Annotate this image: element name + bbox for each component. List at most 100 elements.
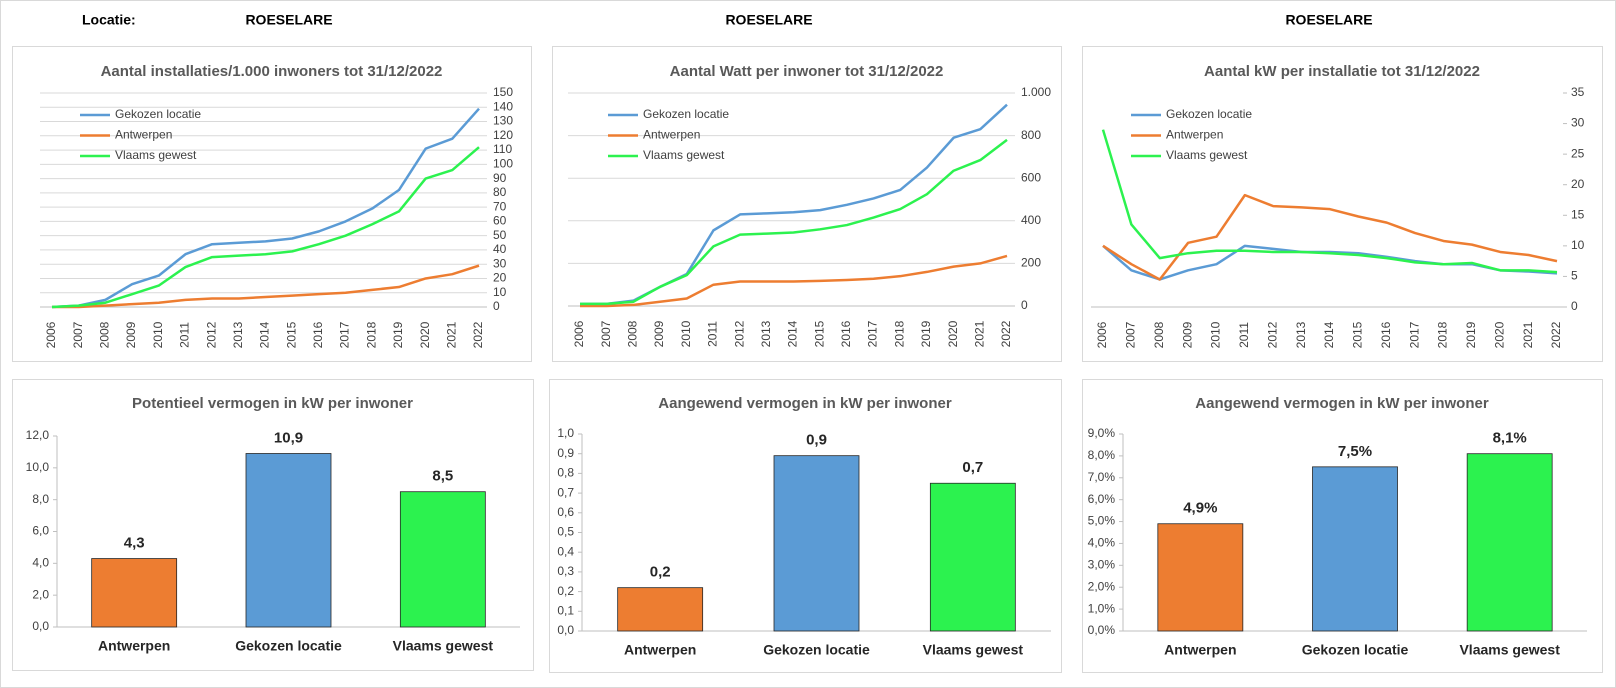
series-line [52, 264, 480, 309]
x-tick-label: 2007 [1124, 321, 1138, 348]
y-tick-label: 3,0% [1088, 558, 1116, 572]
y-tick-label: 15 [1571, 207, 1585, 221]
x-tick-label: 2022 [999, 320, 1013, 347]
x-tick-label: 2012 [204, 321, 218, 348]
legend-label: Gekozen locatie [643, 107, 729, 121]
y-tick-label: 30 [493, 256, 507, 270]
x-tick-label: 2008 [98, 321, 112, 348]
x-tick-label: 2022 [1549, 321, 1563, 348]
y-tick-label: 50 [493, 228, 507, 242]
y-tick-label: 0,6 [557, 505, 574, 519]
x-tick-label: Gekozen locatie [235, 638, 342, 654]
value-label: 10,9 [274, 429, 303, 446]
chart-title: Aangewend vermogen in kW per inwoner [1195, 395, 1489, 412]
x-tick-label: 2021 [972, 320, 986, 347]
x-tick-label: Gekozen locatie [763, 642, 870, 658]
x-tick-label: Antwerpen [98, 638, 170, 654]
x-tick-label: 2014 [258, 321, 272, 348]
x-tick-label: 2016 [1379, 321, 1393, 348]
value-label: 0,7 [962, 459, 983, 476]
y-tick-label: 10 [493, 285, 507, 299]
x-tick-label: Vlaams gewest [1459, 642, 1560, 658]
y-tick-label: 2,0 [32, 587, 49, 601]
y-tick-label: 80 [493, 185, 507, 199]
y-tick-label: 120 [493, 128, 513, 142]
value-label: 7,5% [1338, 443, 1372, 460]
legend-label: Vlaams gewest [115, 148, 197, 162]
y-tick-label: 1,0% [1088, 601, 1116, 615]
chart-title: Aantal Watt per inwoner tot 31/12/2022 [670, 63, 944, 80]
y-tick-label: 600 [1021, 170, 1041, 184]
x-tick-label: 2017 [1407, 321, 1421, 348]
bar [773, 455, 860, 632]
chart-title: Aantal installaties/1.000 inwoners tot 3… [101, 63, 443, 80]
x-tick-label: 2011 [1237, 322, 1251, 348]
bar [1466, 453, 1553, 632]
y-tick-label: 1,0 [557, 426, 574, 440]
x-tick-label: Gekozen locatie [1302, 642, 1409, 658]
x-tick-label: 2007 [599, 320, 613, 347]
x-tick-label: 2020 [1492, 321, 1506, 348]
x-tick-label: 2009 [124, 321, 138, 348]
x-tick-label: 2019 [391, 321, 405, 348]
y-tick-label: 0,1 [557, 603, 574, 617]
x-tick-label: 2011 [178, 322, 192, 348]
x-tick-label: 2006 [44, 321, 58, 348]
chart-title: Aantal kW per installatie tot 31/12/2022 [1204, 63, 1480, 80]
y-tick-label: 8,0 [32, 492, 49, 506]
value-label: 4,9% [1183, 500, 1217, 517]
y-tick-label: 100 [493, 157, 513, 171]
legend-label: Gekozen locatie [115, 107, 201, 121]
x-tick-label: 2016 [311, 321, 325, 348]
y-tick-label: 110 [493, 142, 512, 156]
chart-title: Potentieel vermogen in kW per inwoner [132, 395, 413, 412]
y-tick-label: 150 [493, 85, 513, 99]
x-tick-label: 2006 [1095, 321, 1109, 348]
y-tick-label: 60 [493, 214, 507, 228]
chart-panel [12, 46, 532, 362]
y-tick-label: 0,7 [557, 485, 574, 499]
x-tick-label: 2010 [1209, 321, 1223, 348]
location: ROESELARE [725, 12, 812, 28]
x-tick-label: 2014 [1322, 321, 1336, 348]
y-tick-label: 0,4 [557, 544, 574, 558]
y-tick-label: 0 [1571, 299, 1578, 313]
series-line [1101, 129, 1558, 274]
value-label: 0,9 [806, 432, 827, 449]
value-label: 4,3 [124, 535, 145, 552]
x-tick-label: 2017 [338, 321, 352, 348]
y-tick-label: 6,0% [1088, 492, 1116, 506]
location: ROESELARE [245, 12, 332, 28]
y-tick-label: 20 [493, 271, 507, 285]
y-tick-label: 5,0% [1088, 514, 1116, 528]
y-tick-label: 7,0% [1088, 470, 1116, 484]
x-tick-label: 2015 [812, 320, 826, 347]
legend-label: Gekozen locatie [1166, 107, 1252, 121]
x-tick-label: Vlaams gewest [393, 638, 494, 654]
series-line [51, 107, 480, 309]
x-tick-label: 2021 [1521, 321, 1535, 348]
x-tick-label: 2013 [759, 320, 773, 347]
y-tick-label: 0,8 [557, 466, 574, 480]
y-tick-label: 0,9 [557, 446, 574, 460]
y-tick-label: 40 [493, 242, 507, 256]
x-tick-label: 2017 [866, 320, 880, 347]
x-tick-label: 2014 [786, 320, 800, 347]
x-tick-label: Antwerpen [624, 642, 696, 658]
y-tick-label: 800 [1021, 128, 1041, 142]
x-tick-label: 2009 [1180, 321, 1194, 348]
value-label: 8,1% [1493, 430, 1527, 447]
x-tick-label: 2008 [1152, 321, 1166, 348]
x-tick-label: 2012 [732, 320, 746, 347]
legend-label: Antwerpen [115, 128, 172, 142]
bar [1157, 523, 1244, 632]
y-tick-label: 400 [1021, 213, 1041, 227]
y-tick-label: 8,0% [1088, 448, 1116, 462]
x-tick-label: 2008 [626, 320, 640, 347]
bar [617, 587, 704, 632]
x-tick-label: 2010 [679, 320, 693, 347]
x-tick-label: 2022 [471, 321, 485, 348]
x-tick-label: 2011 [706, 321, 720, 347]
y-tick-label: 90 [493, 171, 507, 185]
